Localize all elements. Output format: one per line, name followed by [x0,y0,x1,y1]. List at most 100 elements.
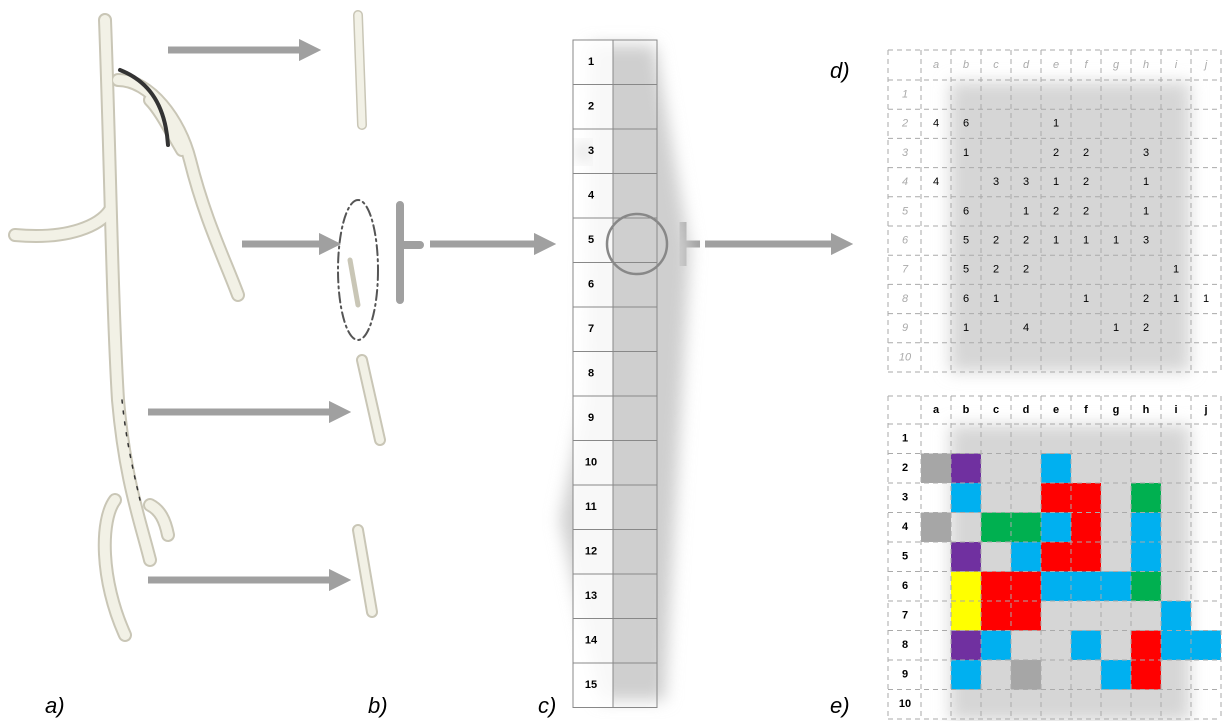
cell-count: 2 [1083,205,1089,217]
cell-count: 1 [993,293,999,305]
cell-count: 5 [963,235,969,247]
cell-count: 2 [1053,147,1059,159]
cell-count: 1 [1023,205,1029,217]
strip-row-label: 11 [585,501,597,513]
root-segments [338,15,420,612]
colored-cell [1011,513,1041,543]
colored-cell [1041,513,1071,543]
cell-count: 1 [963,322,969,334]
colored-cell [951,572,981,602]
colored-cell [981,631,1011,661]
colored-cell [1131,572,1161,602]
column-label: f [1084,404,1088,416]
colored-cell [1131,660,1161,690]
cell-count: 2 [1023,264,1029,276]
colored-cell [1101,572,1131,602]
cell-count: 4 [933,176,939,188]
colored-cell [1041,454,1071,484]
cell-count: 3 [993,176,999,188]
row-label: 4 [902,521,909,533]
strip-row-label: 8 [588,368,594,380]
arrows [148,50,842,580]
colored-cell [1101,660,1131,690]
cell-count: 1 [1083,293,1089,305]
row-label: 7 [902,610,908,622]
colored-cell [951,454,981,484]
strip-row-label: 9 [588,412,594,424]
cell-count: 5 [963,264,969,276]
strip-row-label: 13 [585,590,597,602]
panel-label: c) [538,693,556,718]
column-label: c [993,59,999,71]
strip-row-label: 10 [585,457,597,469]
colored-cell [921,513,951,543]
cell-count: 1 [1113,235,1119,247]
row-label: 2 [902,462,908,474]
column-label: b [963,404,970,416]
cell-count: 2 [993,264,999,276]
cell-count: 6 [963,293,969,305]
column-label: a [933,59,939,71]
column-label: c [993,404,999,416]
figure: 123456789101112131415 461122343312161221… [0,0,1226,721]
row-label: 3 [902,147,909,159]
row-label: 4 [902,176,908,188]
column-label: a [933,404,940,416]
column-label: f [1084,59,1088,71]
cell-count: 1 [1083,235,1089,247]
cell-count: 1 [1173,293,1179,305]
cell-count: 6 [963,118,969,130]
row-label: 8 [902,293,909,305]
cell-count: 3 [1143,235,1149,247]
colored-cell [981,601,1011,631]
cell-count: 2 [1053,205,1059,217]
strip-row-label: 5 [588,234,594,246]
cell-count: 2 [1143,293,1149,305]
cell-count: 1 [1113,322,1119,334]
cell-count: 2 [1083,176,1089,188]
column-label: i [1175,59,1178,71]
row-label: 1 [902,89,908,101]
colored-cell [1131,631,1161,661]
colored-cell [1011,572,1041,602]
row-label: 1 [902,433,908,445]
row-label: 10 [899,698,911,710]
colored-cell [1191,631,1221,661]
colored-cell [1041,542,1071,572]
colored-cell [1131,483,1161,513]
row-label: 2 [901,118,908,130]
row-label: 9 [902,322,908,334]
colored-cell [951,631,981,661]
column-label: d [1023,404,1030,416]
colored-cell [1071,513,1101,543]
column-label: h [1143,59,1149,71]
strip-row-label: 1 [588,56,594,68]
column-label: e [1053,404,1059,416]
colored-cell [1071,542,1101,572]
column-label: j [1203,404,1207,416]
cell-count: 1 [1143,176,1149,188]
strip-row-label: 6 [588,279,594,291]
grid-image [950,82,1190,372]
strip-row-label: 12 [585,546,597,558]
colored-cell [1161,601,1191,631]
cell-count: 4 [933,118,939,130]
colored-cell [1011,660,1041,690]
row-label: 7 [902,264,909,276]
cell-count: 4 [1023,322,1029,334]
strip-row-label: 4 [588,190,595,202]
column-label: j [1203,59,1208,71]
colored-cell [951,660,981,690]
root-drawing [15,20,238,635]
colored-cell [1071,572,1101,602]
panel-label: b) [368,693,388,718]
colored-cell [981,572,1011,602]
colored-cell [1071,483,1101,513]
row-label: 10 [899,351,912,363]
cell-count: 3 [1143,147,1149,159]
cell-count: 1 [1203,293,1209,305]
cell-count: 2 [1083,147,1089,159]
colored-cell [1041,572,1071,602]
cell-count: 1 [1053,118,1059,130]
cell-count: 2 [1143,322,1149,334]
